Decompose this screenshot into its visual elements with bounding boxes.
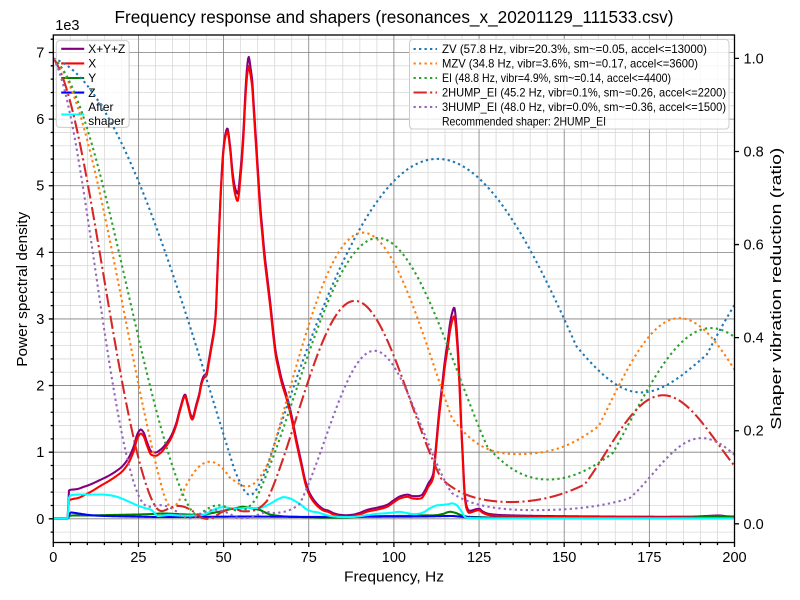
- svg-text:25: 25: [130, 550, 146, 566]
- svg-text:75: 75: [301, 550, 317, 566]
- svg-text:200: 200: [722, 550, 746, 566]
- svg-text:0.4: 0.4: [744, 331, 764, 347]
- svg-text:175: 175: [637, 550, 661, 566]
- svg-text:125: 125: [467, 550, 491, 566]
- svg-text:Frequency response and shapers: Frequency response and shapers (resonanc…: [115, 7, 674, 27]
- svg-text:0: 0: [36, 512, 44, 528]
- svg-text:3: 3: [36, 312, 44, 328]
- svg-text:shaper: shaper: [88, 114, 124, 128]
- svg-text:50: 50: [216, 550, 232, 566]
- svg-text:Frequency, Hz: Frequency, Hz: [344, 570, 444, 586]
- svg-text:0.6: 0.6: [744, 238, 764, 254]
- svg-text:Z: Z: [88, 86, 95, 100]
- svg-text:150: 150: [552, 550, 576, 566]
- svg-text:3HUMP_EI (48.0 Hz, vibr=0.0%,: 3HUMP_EI (48.0 Hz, vibr=0.0%, sm~=0.36, …: [442, 100, 726, 114]
- svg-text:1: 1: [36, 445, 44, 461]
- svg-text:ZV (57.8 Hz, vibr=20.3%, sm~=0: ZV (57.8 Hz, vibr=20.3%, sm~=0.05, accel…: [442, 42, 707, 56]
- svg-text:Shaper vibration reduction (ra: Shaper vibration reduction (ratio): [769, 148, 785, 430]
- svg-text:X+Y+Z: X+Y+Z: [88, 42, 125, 56]
- svg-text:Power spectral density: Power spectral density: [15, 211, 31, 367]
- svg-text:MZV (34.8 Hz, vibr=3.6%, sm~=0: MZV (34.8 Hz, vibr=3.6%, sm~=0.17, accel…: [442, 57, 698, 71]
- svg-text:7: 7: [36, 46, 44, 62]
- svg-text:EI (48.8 Hz, vibr=4.9%, sm~=0.: EI (48.8 Hz, vibr=4.9%, sm~=0.14, accel<…: [442, 71, 671, 85]
- svg-text:0.0: 0.0: [744, 517, 764, 533]
- svg-text:4: 4: [36, 245, 44, 261]
- svg-text:0: 0: [49, 550, 57, 566]
- svg-text:2: 2: [36, 379, 44, 395]
- svg-text:5: 5: [36, 179, 44, 195]
- svg-text:Y: Y: [88, 71, 96, 85]
- svg-text:2HUMP_EI (45.2 Hz, vibr=0.1%,: 2HUMP_EI (45.2 Hz, vibr=0.1%, sm~=0.26, …: [442, 86, 726, 100]
- svg-text:0.8: 0.8: [744, 145, 764, 161]
- svg-text:1e3: 1e3: [55, 18, 79, 34]
- svg-text:100: 100: [382, 550, 406, 566]
- svg-text:0.2: 0.2: [744, 424, 764, 440]
- svg-text:1.0: 1.0: [744, 51, 764, 67]
- svg-text:After: After: [88, 100, 113, 114]
- svg-text:X: X: [88, 57, 96, 71]
- svg-text:Recommended shaper: 2HUMP_EI: Recommended shaper: 2HUMP_EI: [442, 115, 606, 129]
- svg-text:6: 6: [36, 112, 44, 128]
